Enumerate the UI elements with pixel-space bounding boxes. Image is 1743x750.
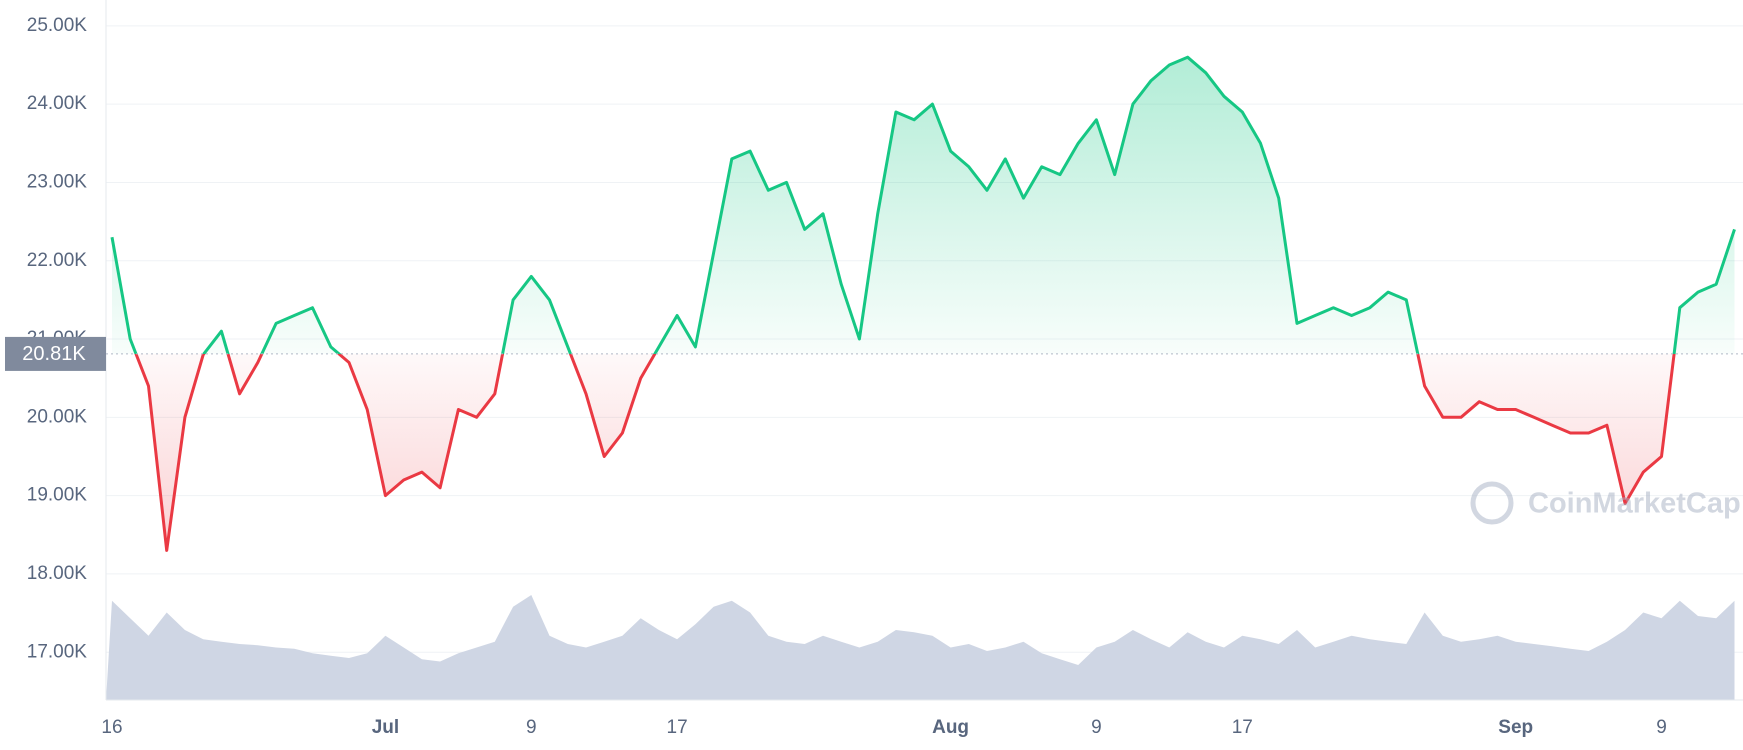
y-tick-label: 20.00K bbox=[27, 406, 88, 427]
x-tick-label: 17 bbox=[667, 717, 688, 738]
volume-area bbox=[106, 595, 1735, 700]
x-tick-label: 9 bbox=[1091, 717, 1102, 738]
x-tick-label: 9 bbox=[526, 717, 537, 738]
watermark-text: CoinMarketCap bbox=[1528, 488, 1741, 520]
y-tick-label: 17.00K bbox=[27, 641, 88, 662]
watermark-logo bbox=[1470, 481, 1514, 525]
y-tick-label: 19.00K bbox=[27, 485, 88, 506]
x-tick-label: Jul bbox=[372, 717, 399, 738]
reference-label-box bbox=[5, 336, 106, 371]
x-tick-label: 9 bbox=[1656, 717, 1667, 738]
x-tick-label: Sep bbox=[1498, 717, 1533, 738]
x-tick-label: Aug bbox=[932, 717, 969, 738]
reference-label: 20.81K bbox=[22, 343, 86, 365]
watermark: CoinMarketCap bbox=[1470, 481, 1741, 525]
price-area bbox=[112, 57, 1735, 551]
x-tick-label: 16 bbox=[101, 717, 122, 738]
y-tick-label: 24.00K bbox=[27, 93, 88, 114]
y-tick-label: 18.00K bbox=[27, 563, 88, 584]
price-line bbox=[110, 55, 1736, 552]
y-tick-label: 22.00K bbox=[27, 250, 88, 271]
y-tick-label: 25.00K bbox=[27, 15, 88, 36]
y-tick-label: 23.00K bbox=[27, 171, 88, 192]
x-tick-label: 17 bbox=[1232, 717, 1253, 738]
